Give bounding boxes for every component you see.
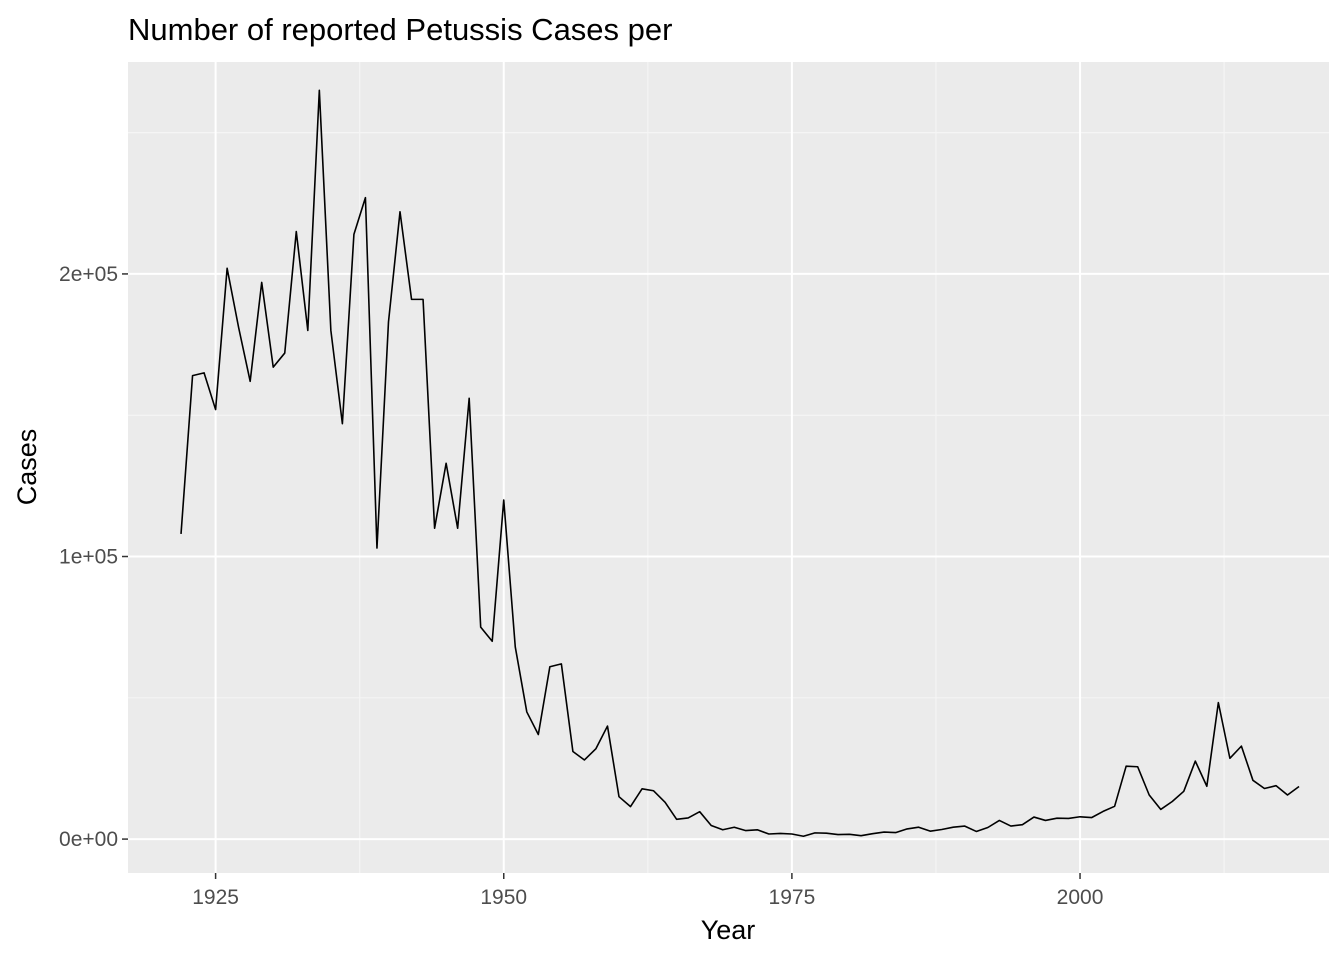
- y-axis-ticks: 0e+00 1e+05 2e+05: [59, 263, 128, 851]
- y-tick-label: 0e+00: [59, 828, 118, 851]
- x-axis-ticks: 1925 1950 1975 2000: [192, 873, 1103, 909]
- y-axis-title: Cases: [12, 429, 42, 506]
- x-tick-label: 2000: [1057, 886, 1104, 909]
- x-axis-title: Year: [701, 915, 756, 945]
- minor-gridlines: [128, 62, 1329, 873]
- chart-title: Number of reported Petussis Cases per: [128, 12, 672, 47]
- y-tick-label: 1e+05: [59, 546, 118, 569]
- x-tick-label: 1925: [192, 886, 239, 909]
- series-line-cases: [180, 89, 1300, 838]
- x-tick-label: 1950: [480, 886, 527, 909]
- y-tick-label: 2e+05: [59, 263, 118, 286]
- x-tick-label: 1975: [769, 886, 816, 909]
- panel-background: [128, 62, 1329, 873]
